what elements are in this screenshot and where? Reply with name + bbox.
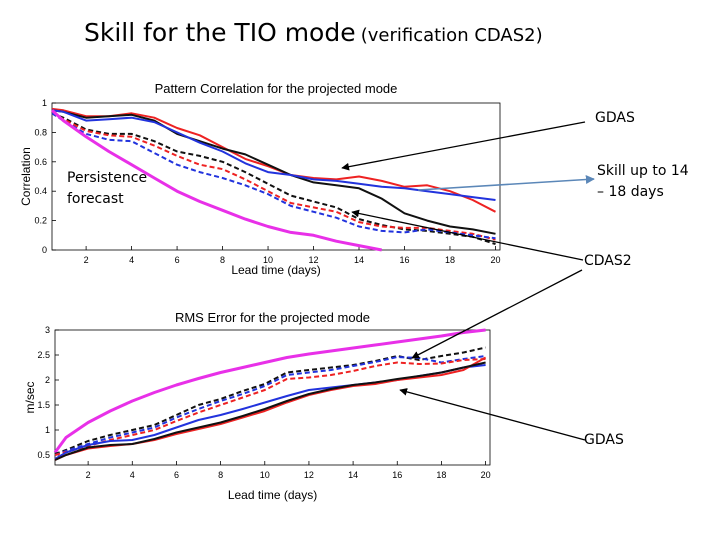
series-magenta-solid [53,328,486,454]
x-tick-label: 4 [130,470,135,480]
series-blue-dashed [51,112,496,240]
y-tick-label: 2 [45,375,50,385]
x-tick-label: 14 [354,255,364,265]
gdas-bottom-label: GDAS [584,432,624,448]
annotation-arrows [341,121,595,441]
pattern-correlation-chart: Pattern Correlation for the projected mo… [19,81,500,277]
arrow-gdas-top [341,121,586,171]
arrow-gdas-bottom [399,388,586,441]
x-axis-label: Lead time (days) [231,263,320,277]
x-tick-label: 8 [218,470,223,480]
y-tick-label: 3 [45,325,50,335]
x-tick-label: 20 [481,470,491,480]
slide-title-sub: (verification CDAS2) [360,25,543,46]
y-tick-label: 1 [45,425,50,435]
skill-label-line2: – 18 days [597,184,664,200]
y-tick-label: 0.6 [34,157,47,167]
rms-error-chart: RMS Error for the projected mode Lead tim… [23,310,491,502]
x-tick-label: 8 [220,255,225,265]
slide-title: Skill for the TIO mode (verification CDA… [84,18,543,47]
arrow-skill [417,175,595,191]
x-tick-label: 18 [445,255,455,265]
series-black-solid [51,109,496,235]
x-tick-label: 2 [84,255,89,265]
chart-title: RMS Error for the projected mode [175,310,370,325]
y-tick-label: 0 [42,245,47,255]
x-tick-label: 4 [129,255,134,265]
series-magenta-solid [50,109,382,252]
y-tick-label: 0.5 [37,450,50,460]
persistence-label-line2: forecast [67,191,124,207]
x-tick-label: 16 [392,470,402,480]
arrow-cdas2-lower [411,269,583,359]
series-black-dashed [54,346,486,455]
arrow-cdas2-upper [351,209,584,261]
series-black-dashed [51,112,496,246]
y-axis-label: Correlation [19,147,33,206]
y-tick-label: 0.2 [34,216,47,226]
y-tick-label: 0.4 [34,186,47,196]
x-tick-label: 20 [490,255,500,265]
x-tick-label: 10 [263,255,273,265]
y-tick-label: 1.5 [37,400,50,410]
chart-title: Pattern Correlation for the projected mo… [155,81,398,96]
x-tick-label: 12 [304,470,314,480]
gdas-top-label: GDAS [595,110,635,126]
x-tick-label: 14 [348,470,358,480]
plot-frame [51,102,501,251]
slide-title-main: Skill for the TIO mode [84,18,356,47]
y-tick-label: 1 [42,98,47,108]
skill-label-line1: Skill up to 14 [597,163,689,179]
x-tick-label: 6 [174,470,179,480]
x-tick-label: 10 [260,470,270,480]
y-axis-label: m/sec [23,381,37,413]
x-tick-label: 6 [175,255,180,265]
y-tick-label: 0.8 [34,127,47,137]
x-tick-label: 2 [86,470,91,480]
skill-label: Skill up to 14 – 18 days [597,161,689,203]
persistence-forecast-label: Persistence forecast [67,168,147,210]
x-axis-label: Lead time (days) [228,488,317,502]
series-red-dashed [54,358,486,456]
series-black-solid [54,361,486,461]
y-tick-label: 2.5 [37,350,50,360]
x-tick-label: 16 [399,255,409,265]
persistence-label-line1: Persistence [67,170,148,186]
x-tick-label: 18 [436,470,446,480]
x-tick-label: 12 [309,255,319,265]
cdas2-label: CDAS2 [584,253,632,269]
